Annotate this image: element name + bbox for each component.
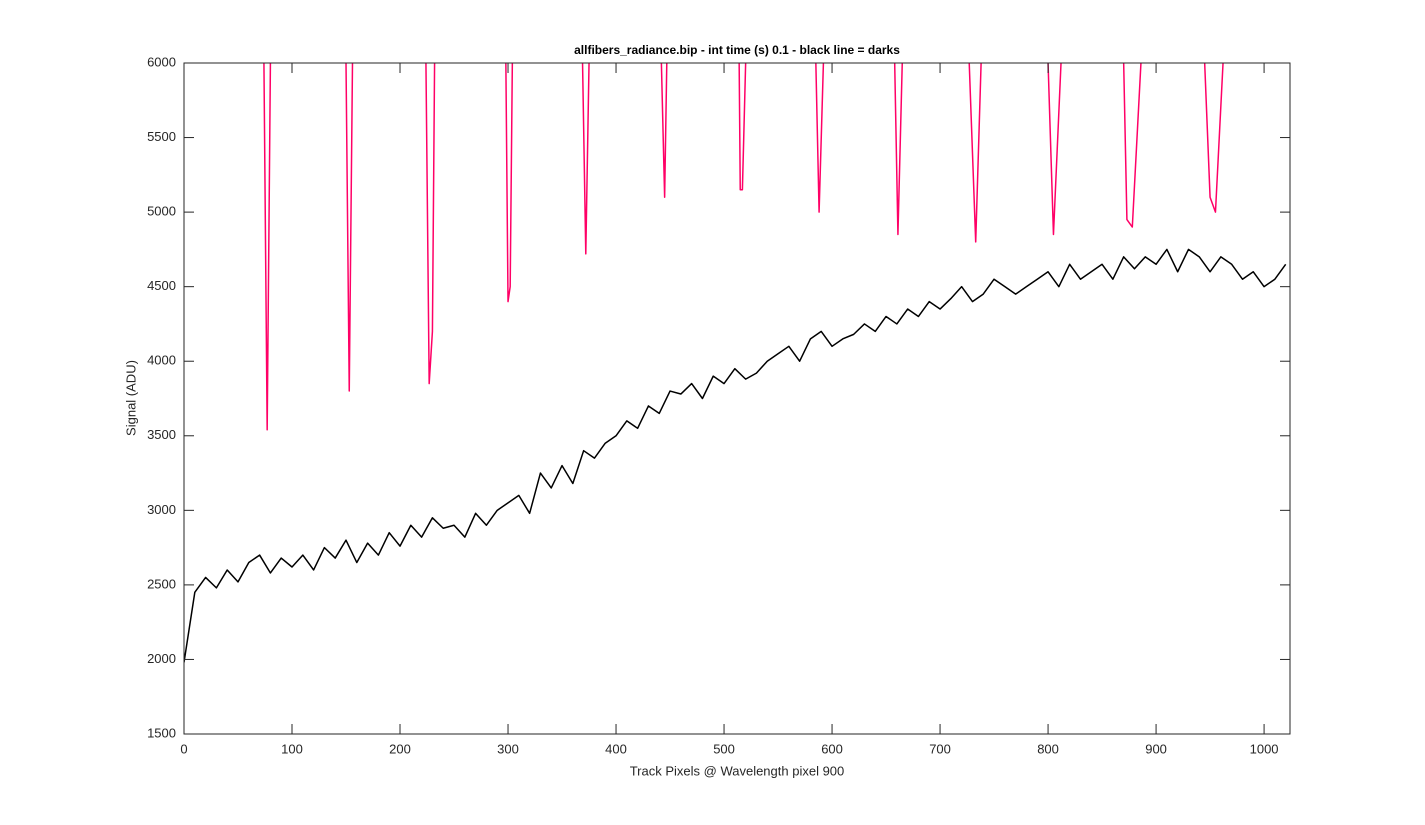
y-tick-label: 2500 — [147, 576, 176, 591]
y-axis-label: Signal (ADU) — [123, 360, 138, 436]
x-tick-label: 0 — [180, 741, 187, 756]
axes-box — [183, 62, 1291, 735]
x-tick-label: 700 — [929, 741, 951, 756]
y-tick-label: 2000 — [147, 651, 176, 666]
plot-lines — [184, 63, 1287, 663]
x-tick-label: 900 — [1145, 741, 1167, 756]
x-tick-label: 100 — [281, 741, 303, 756]
y-tick-label: 1500 — [147, 725, 176, 740]
x-tick-label: 300 — [497, 741, 519, 756]
y-tick-label: 5000 — [147, 204, 176, 219]
x-tick-label: 600 — [821, 741, 843, 756]
x-tick-label: 800 — [1037, 741, 1059, 756]
y-tick-label: 3000 — [147, 502, 176, 517]
x-tick-label: 200 — [389, 741, 411, 756]
x-tick-label: 1000 — [1250, 741, 1279, 756]
data-line — [263, 63, 1224, 431]
chart-title: allfibers_radiance.bip - int time (s) 0.… — [574, 43, 900, 57]
y-tick-label: 3500 — [147, 427, 176, 442]
y-tick-label: 5500 — [147, 129, 176, 144]
data-line — [184, 248, 1287, 663]
x-axis-label: Track Pixels @ Wavelength pixel 900 — [630, 763, 845, 778]
y-tick-label: 4000 — [147, 353, 176, 368]
y-tick-label: 6000 — [147, 54, 176, 69]
y-tick-label: 4500 — [147, 278, 176, 293]
x-tick-label: 400 — [605, 741, 627, 756]
x-tick-label: 500 — [713, 741, 735, 756]
